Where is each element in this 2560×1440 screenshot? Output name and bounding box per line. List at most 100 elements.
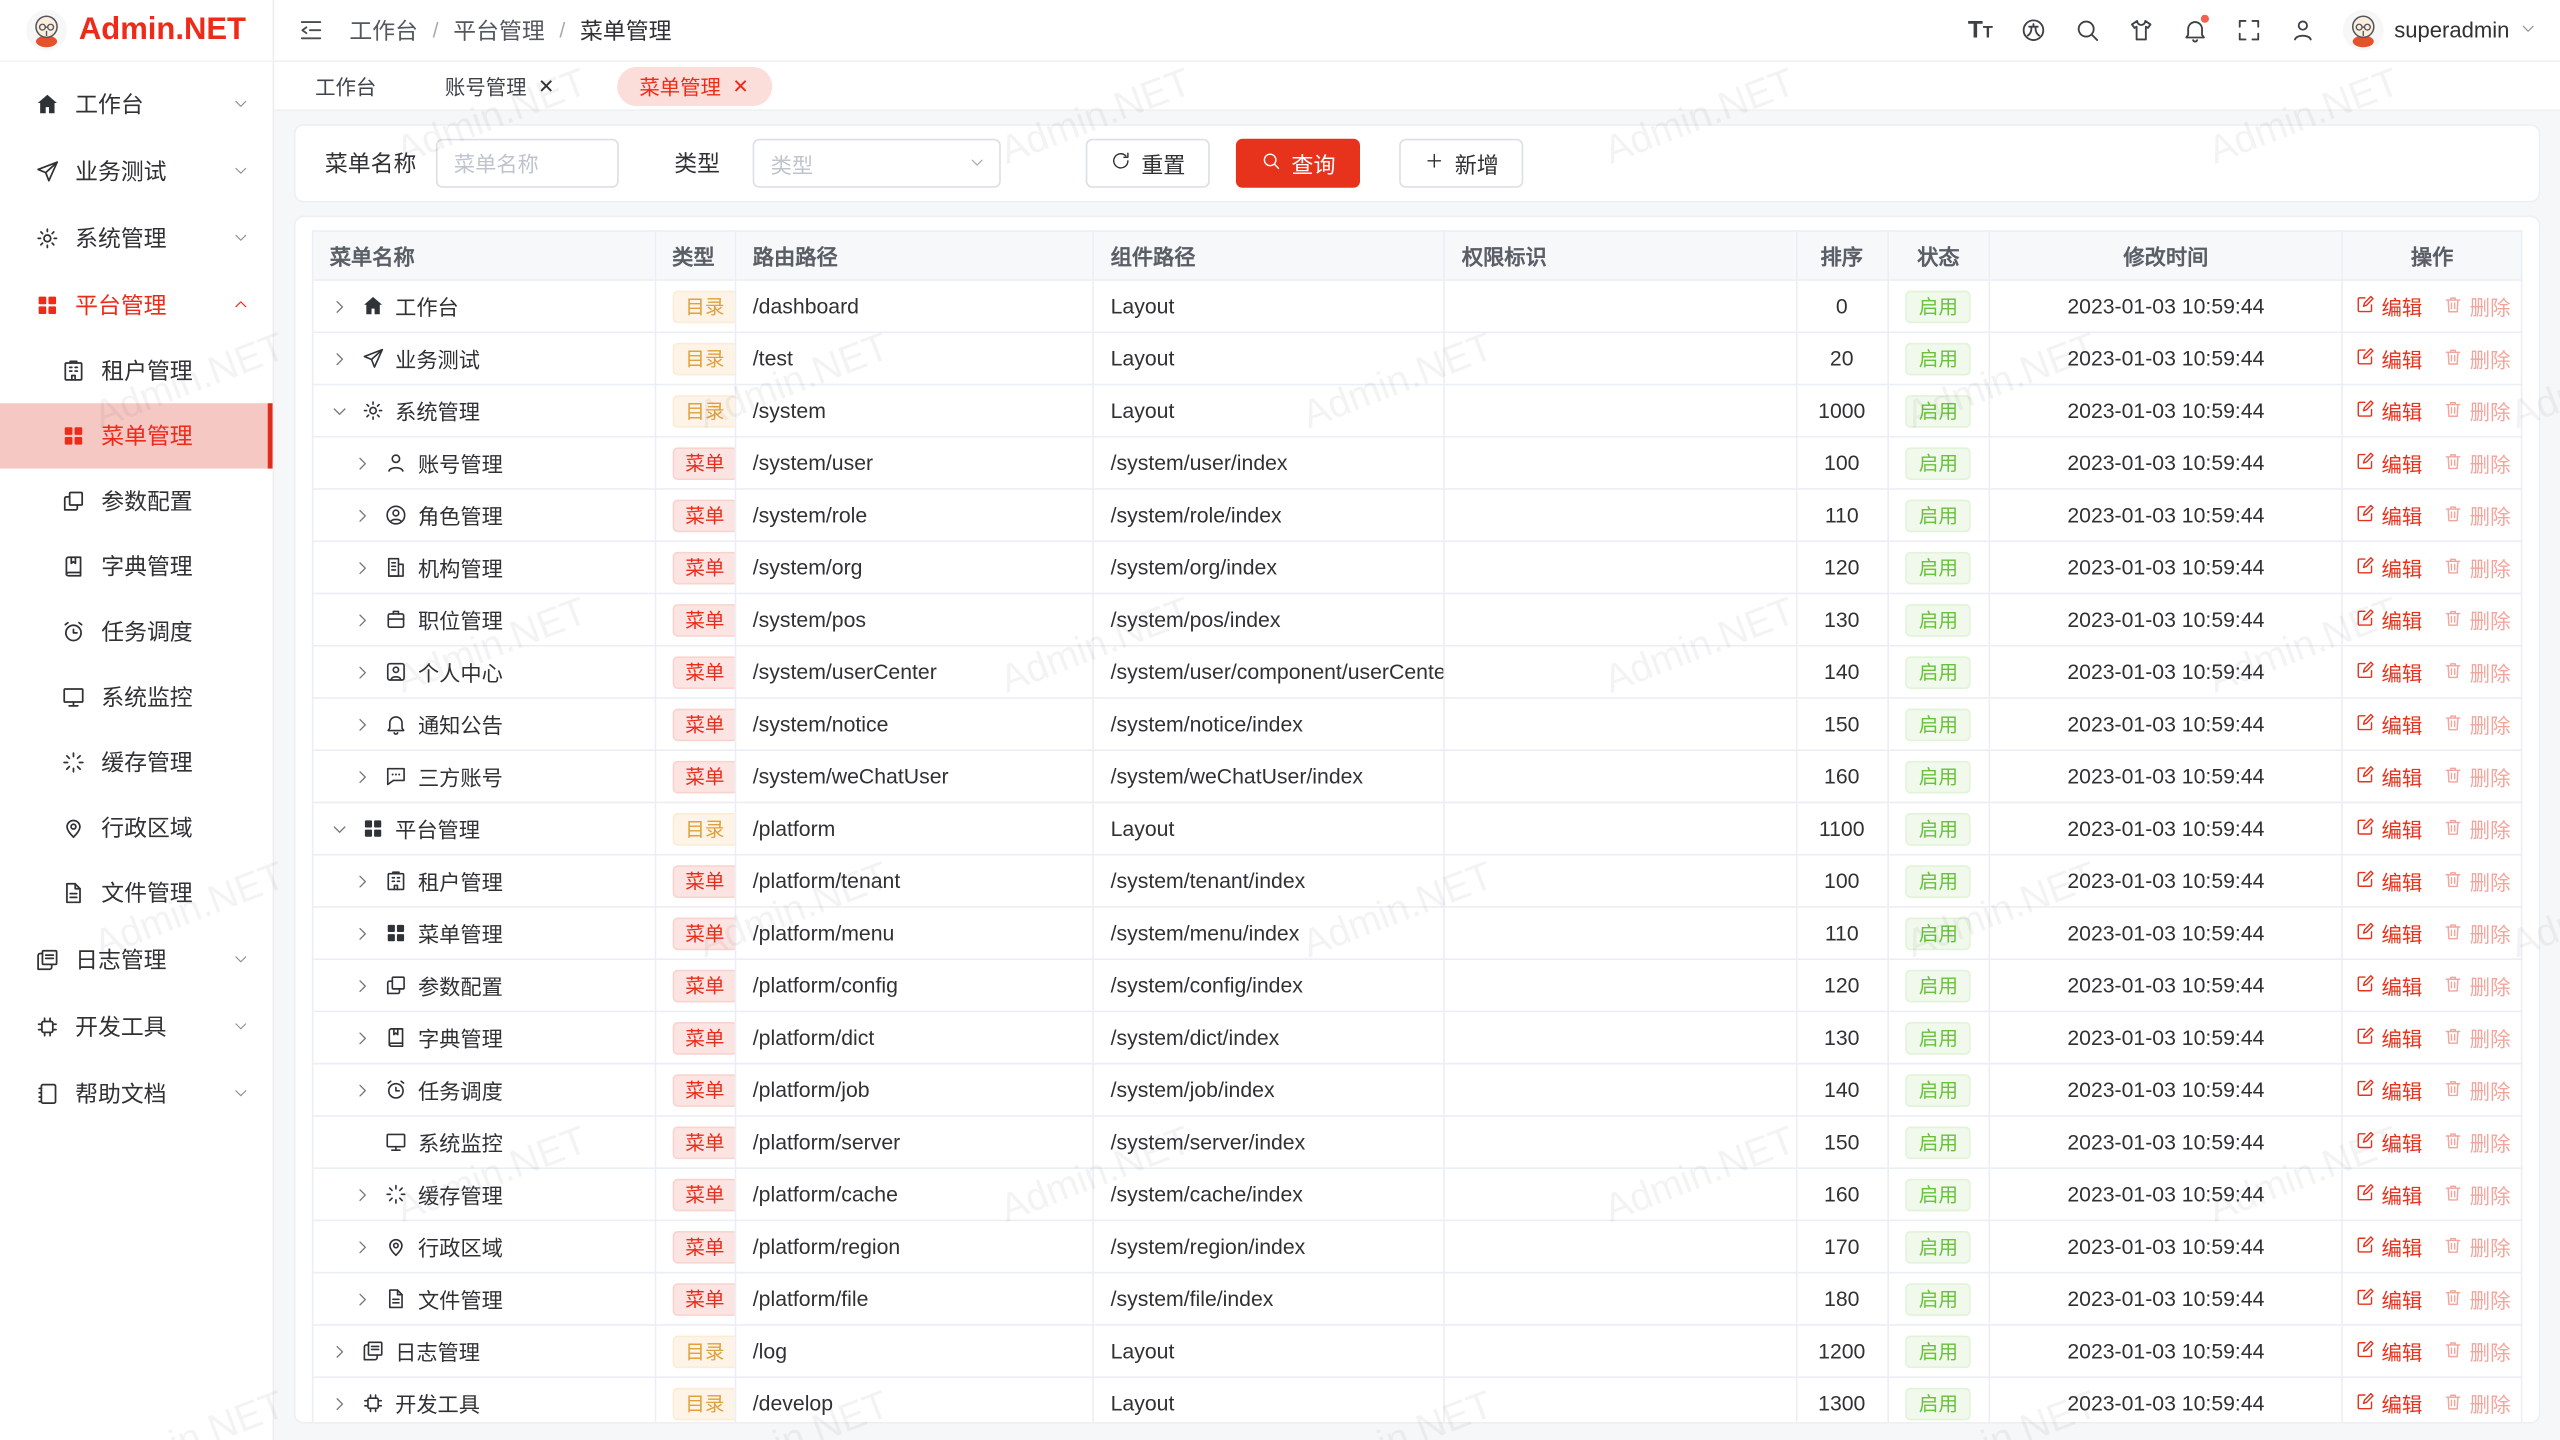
delete-button[interactable]: 删除 — [2442, 604, 2511, 635]
type-select[interactable]: 类型 — [752, 138, 1001, 188]
close-icon[interactable]: ✕ — [538, 74, 555, 98]
edit-button[interactable]: 编辑 — [2354, 813, 2422, 844]
sidebar-item-system[interactable]: 系统管理 — [0, 204, 273, 271]
notification-icon[interactable] — [2169, 0, 2223, 61]
font-size-icon[interactable]: TT — [1967, 16, 1993, 45]
edit-button[interactable]: 编辑 — [2354, 1283, 2422, 1314]
expand-icon[interactable] — [353, 1288, 374, 1309]
expand-icon[interactable] — [353, 713, 374, 734]
delete-button[interactable]: 删除 — [2442, 865, 2511, 896]
delete-button[interactable]: 删除 — [2442, 395, 2511, 426]
sidebar-item-monitor[interactable]: 系统监控 — [0, 664, 273, 729]
edit-button[interactable]: 编辑 — [2354, 552, 2422, 583]
sidebar-item-workbench[interactable]: 工作台 — [0, 70, 273, 137]
sidebar-item-dict[interactable]: 字典管理 — [0, 534, 273, 599]
edit-button[interactable]: 编辑 — [2354, 1074, 2422, 1105]
delete-button[interactable]: 删除 — [2442, 918, 2511, 949]
search-icon[interactable] — [2061, 0, 2115, 61]
expand-icon[interactable] — [353, 1079, 374, 1100]
expand-icon[interactable] — [330, 348, 351, 369]
edit-button[interactable]: 编辑 — [2354, 1336, 2422, 1367]
language-icon[interactable] — [2007, 0, 2061, 61]
delete-button[interactable]: 删除 — [2442, 1231, 2511, 1262]
tab-workbench[interactable]: 工作台 — [309, 66, 383, 105]
edit-button[interactable]: 编辑 — [2354, 1022, 2422, 1053]
expand-icon[interactable] — [353, 504, 374, 525]
edit-button[interactable]: 编辑 — [2354, 447, 2422, 478]
delete-button[interactable]: 删除 — [2442, 1388, 2511, 1419]
edit-button[interactable]: 编辑 — [2354, 918, 2422, 949]
search-button[interactable]: 查询 — [1235, 138, 1360, 188]
edit-button[interactable]: 编辑 — [2354, 291, 2422, 322]
expand-icon[interactable] — [353, 1184, 374, 1205]
add-button[interactable]: 新增 — [1399, 138, 1524, 188]
sidebar-item-config[interactable]: 参数配置 — [0, 469, 273, 534]
sidebar-item-business-test[interactable]: 业务测试 — [0, 137, 273, 204]
breadcrumb-item[interactable]: 工作台 — [349, 17, 418, 44]
delete-button[interactable]: 删除 — [2442, 343, 2511, 374]
delete-button[interactable]: 删除 — [2442, 447, 2511, 478]
delete-button[interactable]: 删除 — [2442, 970, 2511, 1001]
edit-button[interactable]: 编辑 — [2354, 865, 2422, 896]
sidebar-item-platform[interactable]: 平台管理 — [0, 271, 273, 338]
expand-icon[interactable] — [330, 818, 351, 839]
sidebar-item-file[interactable]: 文件管理 — [0, 860, 273, 925]
delete-button[interactable]: 删除 — [2442, 552, 2511, 583]
edit-button[interactable]: 编辑 — [2354, 761, 2422, 792]
delete-button[interactable]: 删除 — [2442, 761, 2511, 792]
fullscreen-icon[interactable] — [2223, 0, 2277, 61]
breadcrumb-item[interactable]: 平台管理 — [453, 17, 545, 44]
menu-fold-icon[interactable] — [297, 14, 330, 47]
delete-button[interactable]: 删除 — [2442, 291, 2511, 322]
edit-button[interactable]: 编辑 — [2354, 1388, 2422, 1419]
expand-icon[interactable] — [330, 400, 351, 421]
sidebar-item-devtools[interactable]: 开发工具 — [0, 993, 273, 1060]
expand-icon[interactable] — [353, 766, 374, 787]
expand-icon[interactable] — [353, 452, 374, 473]
reset-button[interactable]: 重置 — [1085, 138, 1210, 188]
delete-button[interactable]: 删除 — [2442, 1283, 2511, 1314]
delete-button[interactable]: 删除 — [2442, 1074, 2511, 1105]
close-icon[interactable]: ✕ — [732, 74, 749, 98]
expand-icon[interactable] — [353, 1027, 374, 1048]
edit-button[interactable]: 编辑 — [2354, 1127, 2422, 1158]
tab-menu[interactable]: 菜单管理 ✕ — [616, 66, 772, 106]
expand-icon[interactable] — [353, 922, 374, 943]
delete-button[interactable]: 删除 — [2442, 1336, 2511, 1367]
expand-icon[interactable] — [353, 975, 374, 996]
delete-button[interactable]: 删除 — [2442, 1179, 2511, 1210]
edit-button[interactable]: 编辑 — [2354, 1179, 2422, 1210]
sidebar-item-log[interactable]: 日志管理 — [0, 926, 273, 993]
profile-icon[interactable] — [2277, 0, 2331, 61]
expand-icon[interactable] — [353, 870, 374, 891]
tab-account[interactable]: 账号管理 ✕ — [438, 66, 561, 105]
delete-button[interactable]: 删除 — [2442, 813, 2511, 844]
expand-icon[interactable] — [353, 557, 374, 578]
delete-button[interactable]: 删除 — [2442, 656, 2511, 687]
expand-icon[interactable] — [353, 1236, 374, 1257]
edit-button[interactable]: 编辑 — [2354, 709, 2422, 740]
sidebar-item-region[interactable]: 行政区域 — [0, 795, 273, 860]
expand-icon[interactable] — [330, 1340, 351, 1361]
expand-icon[interactable] — [353, 609, 374, 630]
edit-button[interactable]: 编辑 — [2354, 656, 2422, 687]
theme-icon[interactable] — [2115, 0, 2169, 61]
expand-icon[interactable] — [330, 296, 351, 317]
edit-button[interactable]: 编辑 — [2354, 604, 2422, 635]
expand-icon[interactable] — [330, 1393, 351, 1414]
expand-icon[interactable] — [353, 661, 374, 682]
edit-button[interactable]: 编辑 — [2354, 970, 2422, 1001]
sidebar-item-help-docs[interactable]: 帮助文档 — [0, 1060, 273, 1127]
user-menu[interactable]: superadmin — [2343, 9, 2538, 51]
sidebar-item-job[interactable]: 任务调度 — [0, 599, 273, 664]
delete-button[interactable]: 删除 — [2442, 1127, 2511, 1158]
delete-button[interactable]: 删除 — [2442, 1022, 2511, 1053]
sidebar-item-cache[interactable]: 缓存管理 — [0, 730, 273, 795]
delete-button[interactable]: 删除 — [2442, 500, 2511, 531]
sidebar-item-menu[interactable]: 菜单管理 — [0, 403, 273, 469]
brand-logo[interactable]: Admin.NET — [0, 0, 273, 63]
delete-button[interactable]: 删除 — [2442, 709, 2511, 740]
menu-name-input[interactable] — [435, 138, 619, 188]
edit-button[interactable]: 编辑 — [2354, 395, 2422, 426]
edit-button[interactable]: 编辑 — [2354, 500, 2422, 531]
